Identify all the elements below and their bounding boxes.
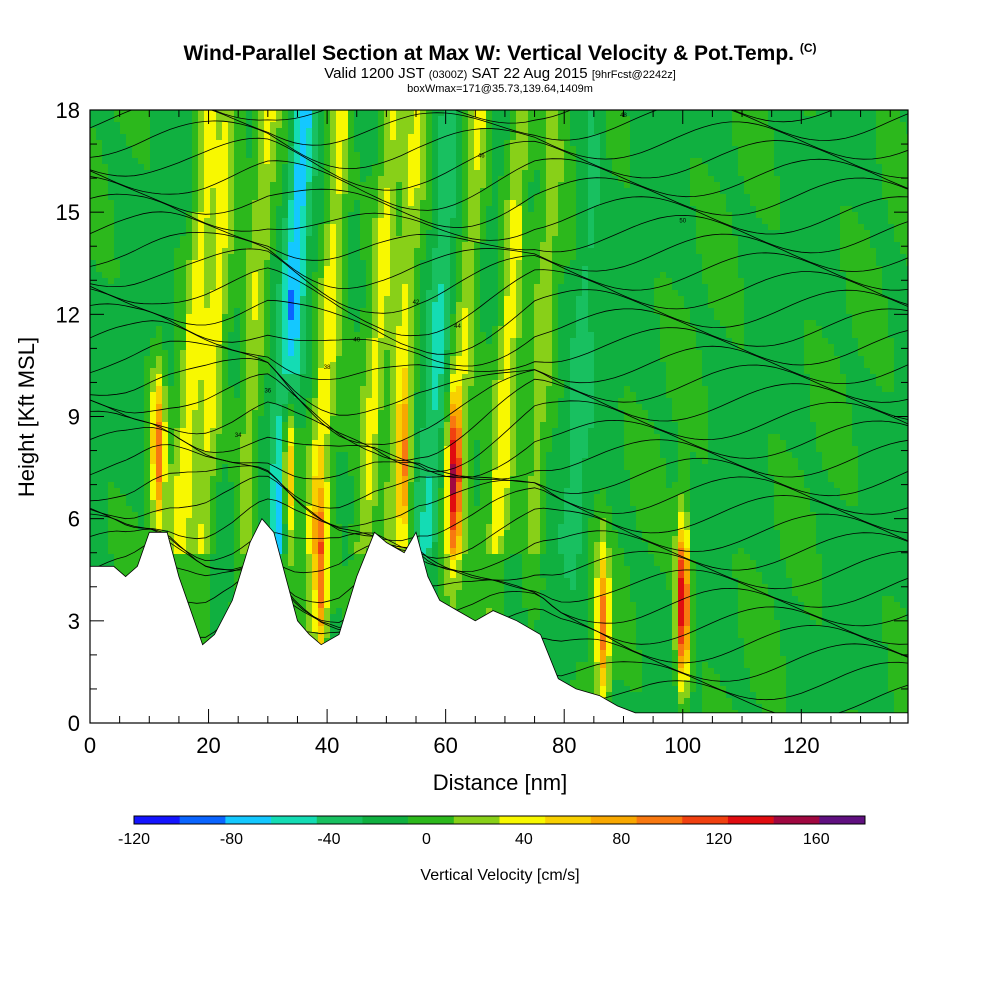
isentrope-label: 38 xyxy=(324,365,331,371)
colorbar-frame xyxy=(133,815,866,825)
x-tick-label: 60 xyxy=(433,733,457,758)
valid-date: SAT 22 Aug 2015 xyxy=(471,65,588,82)
colorbar-swatch xyxy=(819,816,866,824)
isentrope-label: 34 xyxy=(235,433,242,439)
x-tick-label: 120 xyxy=(783,733,820,758)
colorbar-swatch xyxy=(271,816,318,824)
colorbar-swatch xyxy=(453,816,500,824)
isentrope-label: 46 xyxy=(478,154,485,160)
potential-temperature-contours: 343638404244464850 xyxy=(90,110,908,719)
chart-title: Wind-Parallel Section at Max W: Vertical… xyxy=(0,36,1000,66)
y-tick-label: 3 xyxy=(68,609,80,634)
x-tick-label: 80 xyxy=(552,733,576,758)
x-tick-label: 0 xyxy=(84,733,96,758)
colorbar-swatch xyxy=(636,816,683,824)
colorbar-tick-label: 80 xyxy=(612,831,630,848)
colorbar: -120 -80 -40 0 40 80 120 160 xyxy=(118,815,866,848)
utc-time: (0300Z) xyxy=(428,69,468,81)
y-axis-label: Height [Kft MSL] xyxy=(14,337,39,497)
colorbar-swatch xyxy=(362,816,409,824)
y-tick-label: 18 xyxy=(56,98,80,123)
copyright-mark: (C) xyxy=(799,41,817,55)
colorbar-swatch xyxy=(727,816,774,824)
colorbar-swatch xyxy=(545,816,592,824)
terrain-profile xyxy=(90,517,908,723)
colorbar-swatch xyxy=(682,816,729,824)
x-tick-label: 100 xyxy=(664,733,701,758)
y-tick-label: 9 xyxy=(68,405,80,430)
title-main: Wind-Parallel Section at Max W: Vertical… xyxy=(183,42,794,65)
colorbar-tick-label: -40 xyxy=(317,831,340,848)
colorbar-tick-label: -120 xyxy=(118,831,150,848)
box-max-info: boxWmax=171@35.73,139.64,1409m xyxy=(407,83,593,95)
x-axis-label: Distance [nm] xyxy=(433,770,568,795)
colorbar-swatch xyxy=(316,816,363,824)
x-tick-label: 20 xyxy=(196,733,220,758)
isentrope-label: 40 xyxy=(353,338,360,344)
isentrope-label: 36 xyxy=(264,389,271,395)
isentrope-label: 42 xyxy=(413,300,420,306)
valid-time: Valid 1200 JST xyxy=(324,65,425,82)
chart-subtitle: Valid 1200 JST (0300Z) SAT 22 Aug 2015 [… xyxy=(0,66,1000,83)
terrain-mask xyxy=(90,517,908,723)
y-tick-label: 6 xyxy=(68,507,80,532)
colorbar-label: Vertical Velocity [cm/s] xyxy=(420,867,579,884)
x-tick-label: 40 xyxy=(315,733,339,758)
colorbar-swatch xyxy=(134,816,180,824)
colorbar-tick-label: 120 xyxy=(705,831,732,848)
isentrope-label: 50 xyxy=(679,218,686,224)
y-tick-label: 15 xyxy=(56,200,80,225)
y-tick-label: 12 xyxy=(56,302,80,327)
colorbar-swatch xyxy=(179,816,226,824)
y-tick-label: 0 xyxy=(68,711,80,736)
forecast-info: [9hrFcst@2242z] xyxy=(591,69,676,81)
colorbar-swatch xyxy=(225,816,272,824)
title-block: Wind-Parallel Section at Max W: Vertical… xyxy=(0,36,1000,96)
isentrope-label: 44 xyxy=(454,324,461,330)
colorbar-tick-label: -80 xyxy=(220,831,243,848)
colorbar-swatch xyxy=(408,816,455,824)
colorbar-tick-label: 40 xyxy=(515,831,533,848)
colorbar-swatch xyxy=(499,816,546,824)
colorbar-swatch xyxy=(773,816,820,824)
colorbar-tick-label: 0 xyxy=(422,831,431,848)
colorbar-tick-label: 160 xyxy=(803,831,830,848)
colorbar-swatch xyxy=(590,816,637,824)
